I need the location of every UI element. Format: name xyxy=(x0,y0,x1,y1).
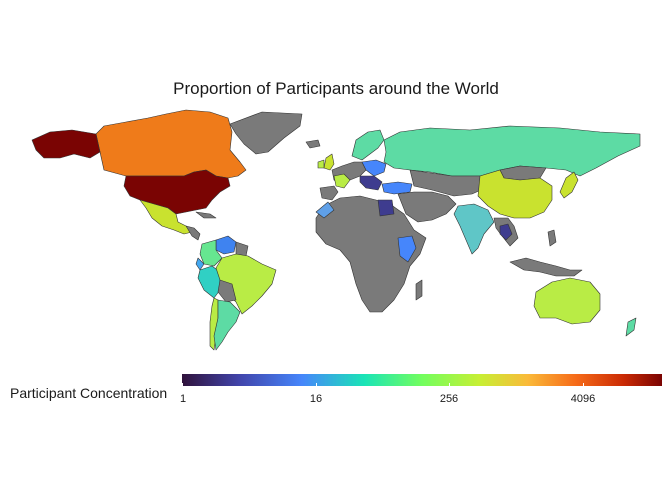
country-bolivia xyxy=(217,279,237,303)
country-japan xyxy=(559,171,579,199)
legend-title: Participant Concentration xyxy=(10,385,168,401)
country-ethiopia xyxy=(397,235,417,263)
tick-label: 1 xyxy=(179,393,187,405)
country-uk xyxy=(323,153,335,171)
tick-label: 4096 xyxy=(570,393,596,405)
tick-label: 16 xyxy=(309,393,323,405)
country-cuba xyxy=(195,211,217,219)
country-eastern-europe xyxy=(361,159,387,177)
country-central-america xyxy=(185,225,201,241)
country-usa-alaska xyxy=(31,129,101,159)
country-australia xyxy=(533,277,601,325)
country-morocco xyxy=(315,201,335,219)
tick-mark xyxy=(583,383,584,386)
tick-mark xyxy=(449,383,450,386)
legend-colorbar xyxy=(182,374,662,386)
country-colombia xyxy=(199,239,223,267)
country-thailand xyxy=(499,223,513,241)
world-map xyxy=(31,109,641,351)
country-india xyxy=(453,203,495,255)
country-scandinavia xyxy=(351,129,385,161)
country-france xyxy=(333,173,351,189)
country-ireland xyxy=(317,159,325,169)
country-argentina xyxy=(213,299,241,351)
country-canada xyxy=(95,109,247,179)
country-middle-east xyxy=(397,191,457,223)
country-iberia xyxy=(319,185,339,201)
country-new-zealand xyxy=(625,317,637,337)
country-guianas xyxy=(235,241,249,257)
tick-mark xyxy=(182,383,183,386)
country-egypt xyxy=(377,199,395,217)
tick-mark xyxy=(316,383,317,386)
map-title: Proportion of Participants around the Wo… xyxy=(173,79,499,98)
country-iceland xyxy=(305,139,321,149)
country-peru xyxy=(197,265,221,299)
country-turkey xyxy=(381,181,413,195)
country-greenland xyxy=(229,111,303,155)
country-balkans xyxy=(359,175,383,191)
country-venezuela xyxy=(215,235,237,255)
country-indonesia xyxy=(509,257,583,277)
tick-label: 256 xyxy=(439,393,459,405)
country-central-asia xyxy=(409,169,491,197)
country-china xyxy=(477,169,553,219)
country-usa xyxy=(123,169,231,215)
country-madagascar xyxy=(415,279,423,301)
country-philippines xyxy=(547,229,557,247)
